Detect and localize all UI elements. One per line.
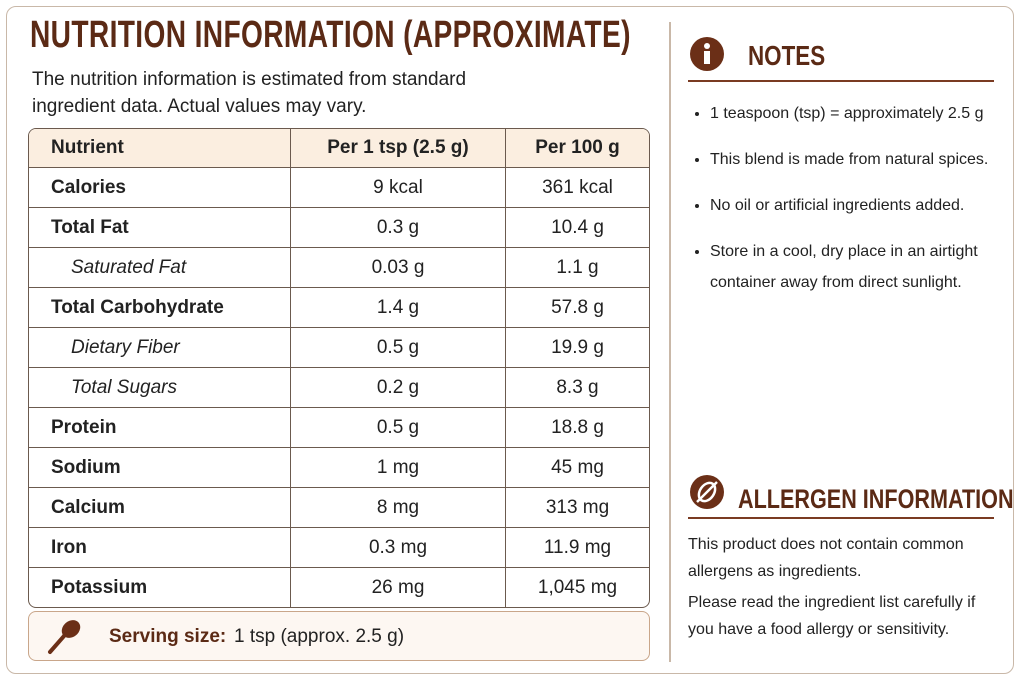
- spoon-icon: [48, 620, 81, 654]
- table-row: Calcium 8 mg 313 mg: [29, 488, 649, 528]
- table-row: Dietary Fiber 0.5 g 19.9 g: [29, 328, 649, 368]
- nutrient-name: Iron: [29, 528, 291, 568]
- nutrient-value: 1 mg: [291, 448, 506, 488]
- note-item: Store in a cool, dry place in an airtigh…: [710, 236, 1020, 298]
- nutrient-name: Saturated Fat: [29, 248, 291, 288]
- nutrient-value: 26 mg: [291, 568, 506, 607]
- header-row: Nutrient Per 1 tsp (2.5 g) Per 100 g: [29, 129, 649, 168]
- table-row: Protein 0.5 g 18.8 g: [29, 408, 649, 448]
- table-row: Iron 0.3 mg 11.9 mg: [29, 528, 649, 568]
- note-item: No oil or artificial ingredients added.: [710, 190, 1020, 221]
- nutrient-value: 0.03 g: [291, 248, 506, 288]
- table-row: Total Sugars 0.2 g 8.3 g: [29, 368, 649, 408]
- notes-list: 1 teaspoon (tsp) = approximately 2.5 g Th…: [690, 98, 1020, 313]
- nutrient-value: 1.1 g: [506, 248, 649, 288]
- nutrient-value: 0.5 g: [291, 328, 506, 368]
- serving-value: 1 tsp (approx. 2.5 g): [234, 626, 405, 647]
- notes-title: NOTES: [748, 40, 826, 71]
- allergen-title: ALLERGEN INFORMATION: [738, 484, 1014, 514]
- nutrient-value: 45 mg: [506, 448, 649, 488]
- serving-box: Serving size: 1 tsp (approx. 2.5 g): [28, 611, 650, 661]
- table-row: Total Fat 0.3 g 10.4 g: [29, 208, 649, 248]
- divider: [669, 22, 671, 662]
- nutrient-value: 8 mg: [291, 488, 506, 528]
- allergen-text: This product does not contain common all…: [688, 536, 964, 580]
- nutrient-value: 313 mg: [506, 488, 649, 528]
- note-item: This blend is made from natural spices.: [710, 144, 1020, 175]
- nutrient-value: 19.9 g: [506, 328, 649, 368]
- nutrient-name: Dietary Fiber: [29, 328, 291, 368]
- table-row: Total Carbohydrate 1.4 g 57.8 g: [29, 288, 649, 328]
- nutrient-value: 0.3 g: [291, 208, 506, 248]
- nutrient-value: 10.4 g: [506, 208, 649, 248]
- nutrient-value: 361 kcal: [506, 168, 649, 208]
- table-row: Saturated Fat 0.03 g 1.1 g: [29, 248, 649, 288]
- table-row: Calories 9 kcal 361 kcal: [29, 168, 649, 208]
- title: NUTRITION INFORMATION (APPROXIMATE): [30, 14, 631, 56]
- nutrient-value: 18.8 g: [506, 408, 649, 448]
- allergen-icon: [690, 475, 724, 509]
- nutrient-name: Calcium: [29, 488, 291, 528]
- serving-label: Serving size:: [109, 626, 227, 647]
- column-header: Nutrient: [29, 129, 291, 168]
- rule: [688, 517, 994, 519]
- frame: [6, 6, 1014, 674]
- intro: The nutrition information is estimated f…: [32, 69, 467, 117]
- nutrient-value: 57.8 g: [506, 288, 649, 328]
- nutrient-value: 1.4 g: [291, 288, 506, 328]
- table-row: Sodium 1 mg 45 mg: [29, 448, 649, 488]
- nutrient-value: 0.2 g: [291, 368, 506, 408]
- nutrient-name: Total Carbohydrate: [29, 288, 291, 328]
- nutrition-table: Nutrient Per 1 tsp (2.5 g) Per 100 g Cal…: [28, 128, 650, 608]
- nutrient-value: 1,045 mg: [537, 576, 618, 598]
- rule: [688, 80, 994, 82]
- info-icon: [690, 37, 724, 71]
- column-header: Per 100 g: [506, 129, 649, 168]
- nutrient-name: Total Fat: [29, 208, 291, 248]
- nutrient-value: 8.3 g: [506, 368, 649, 408]
- nutrient-name: Calories: [29, 168, 291, 208]
- table-row: Potassium 26 mg 1,045 mg: [29, 568, 649, 607]
- note-item: 1 teaspoon (tsp) = approximately 2.5 g: [710, 98, 1020, 129]
- allergen-text: Please read the ingredient list carefull…: [688, 594, 976, 638]
- nutrient-name: Total Sugars: [29, 368, 291, 408]
- nutrient-value: 0.3 mg: [291, 528, 506, 568]
- nutrient-name: Protein: [29, 408, 291, 448]
- nutrient-name: Sodium: [29, 448, 291, 488]
- nutrient-value: 0.5 g: [291, 408, 506, 448]
- column-header: Per 1 tsp (2.5 g): [291, 129, 506, 168]
- nutrient-name: Potassium: [29, 568, 291, 607]
- nutrient-value: 11.9 mg: [506, 528, 649, 568]
- nutrient-value: 9 kcal: [291, 168, 506, 208]
